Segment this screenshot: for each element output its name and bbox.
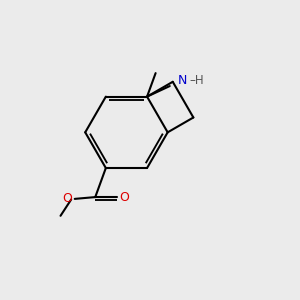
Text: –H: –H: [189, 74, 204, 87]
Text: O: O: [120, 190, 130, 204]
Text: O: O: [62, 192, 72, 205]
Text: N: N: [178, 74, 188, 87]
